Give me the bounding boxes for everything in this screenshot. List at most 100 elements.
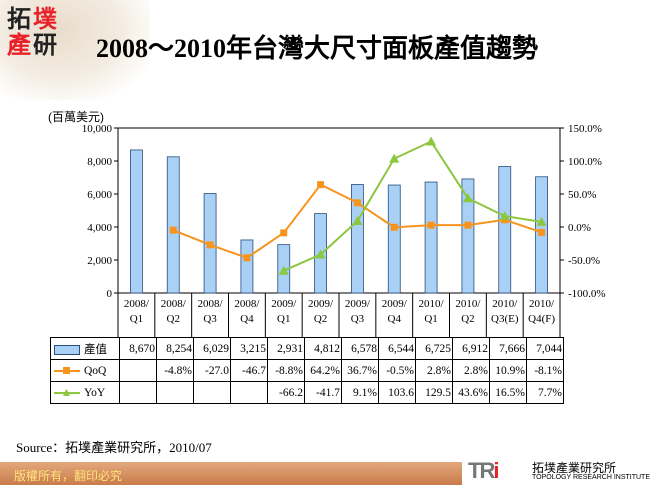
legend-產值: 產值 [50, 337, 120, 360]
table-cell: -4.8% [156, 359, 194, 382]
table-cell: 6,544 [378, 337, 416, 360]
bar-2008/Q4 [240, 239, 254, 294]
table-cell: 3,215 [230, 337, 268, 360]
x-tick-label: 2008/ [124, 298, 150, 310]
QoQ-point [206, 241, 214, 249]
QoQ-point [464, 221, 472, 229]
table-cell: 6,029 [193, 337, 231, 360]
table-cell: -46.7 [230, 359, 268, 382]
table-row: 產值 8,670 8,254 6,029 3,215 2,931 4,812 6,578 6,5… [50, 337, 564, 360]
x-tick-label: 2010/ [529, 298, 555, 310]
table-cell [156, 381, 194, 404]
table-cell: 2,931 [267, 337, 305, 360]
x-tick-label: 2009/ [345, 298, 371, 310]
table-cell: 7.7% [526, 381, 564, 404]
x-tick-label: Q4(F) [528, 313, 555, 325]
y2-tick-label: 100.0% [568, 156, 602, 168]
x-tick-label: Q1 [130, 313, 143, 325]
QoQ-point [317, 181, 325, 189]
table-cell: 7,666 [489, 337, 527, 360]
x-tick-label: 2009/ [271, 298, 297, 310]
bar-2010/Q2 [461, 178, 475, 294]
YoY-point [278, 265, 289, 275]
QoQ-point [353, 199, 361, 207]
source-note: Source：拓墣產業研究所，2010/07 [16, 440, 212, 455]
table-cell: 64.2% [304, 359, 342, 382]
copyright-text: 版權所有，翻印必究 [14, 469, 123, 483]
logo: 拓墣產研 [7, 5, 57, 59]
table-cell: 129.5 [415, 381, 453, 404]
x-tick-label: 2010/ [492, 298, 518, 310]
table-cell: 36.7% [341, 359, 379, 382]
x-tick-label: 2010/ [455, 298, 481, 310]
table-cell [230, 381, 268, 404]
x-tick-label: Q2 [461, 313, 474, 325]
YoY-point [315, 249, 326, 259]
legend-label: QoQ [84, 364, 107, 377]
QoQ-point [243, 254, 251, 262]
table-cell: -27.0 [193, 359, 231, 382]
x-tick-label: Q2 [167, 313, 180, 325]
y2-tick-label: 150.0% [568, 123, 602, 135]
table-cell: 6,912 [452, 337, 490, 360]
QoQ-point [427, 221, 435, 229]
legend-label: YoY [84, 386, 106, 399]
bar-2009/Q4 [387, 184, 401, 294]
y-axis-unit: (百萬美元) [48, 110, 104, 124]
page-title: 2008～2010年台灣大尺寸面板產值趨勢 [96, 34, 539, 63]
x-tick-label: Q1 [424, 313, 437, 325]
background-map [0, 0, 150, 100]
table-cell: 6,725 [415, 337, 453, 360]
legend-line-swatch [54, 388, 80, 396]
table-cell: -41.7 [304, 381, 342, 404]
bar-2008/Q2 [166, 156, 180, 294]
y2-tick-label: -50.0% [568, 255, 600, 267]
YoY-point [389, 153, 400, 163]
table-cell [119, 359, 157, 382]
data-table: 產值 8,670 8,254 6,029 3,215 2,931 4,812 6,578 6,5… [50, 337, 564, 404]
x-tick-label: Q4 [388, 313, 402, 325]
bar-2008/Q1 [130, 149, 143, 294]
x-tick-label: Q1 [277, 313, 290, 325]
table-cell: 9.1% [341, 381, 379, 404]
chart: 0 2,000 4,000 6,000 8,000 10,000 -100.0% -50.0%… [82, 123, 606, 337]
table-cell [193, 381, 231, 404]
table-cell: 8,254 [156, 337, 194, 360]
legend-YoY: YoY [50, 381, 120, 404]
x-tick-label: 2010/ [419, 298, 445, 310]
x-tick-label: 2009/ [308, 298, 334, 310]
table-cell: 103.6 [378, 381, 416, 404]
YoY-point [536, 216, 547, 226]
QoQ-point [280, 229, 288, 237]
YoY-point [462, 193, 473, 203]
y2-tick-label: 0.0% [568, 222, 591, 234]
legend-label: 產值 [84, 343, 107, 356]
table-cell: 2.8% [415, 359, 453, 382]
x-tick-label: 2008/ [234, 298, 260, 310]
table-cell: -0.5% [378, 359, 416, 382]
x-tick-label: Q3 [203, 313, 217, 325]
table-cell: -8.8% [267, 359, 305, 382]
y-tick-label: 8,000 [87, 156, 112, 168]
YoY-line [283, 140, 542, 272]
y-tick-label: 2,000 [87, 255, 112, 267]
table-cell: -8.1% [526, 359, 564, 382]
y-tick-label: 0 [107, 288, 113, 300]
table-row: QoQ -4.8% -27.0 -46.7 -8.8% 64.2% 36.7% -0.5% 2.… [50, 359, 564, 382]
YoY-point [426, 136, 437, 146]
y-tick-label: 4,000 [87, 222, 112, 234]
table-cell: -66.2 [267, 381, 305, 404]
table-cell: 16.5% [489, 381, 527, 404]
y-tick-label: 6,000 [87, 189, 112, 201]
QoQ-point [390, 223, 398, 231]
x-tick-label: 2009/ [382, 298, 408, 310]
table-cell: 4,812 [304, 337, 342, 360]
x-tick-label: Q4 [240, 313, 254, 325]
y2-tick-label: 50.0% [568, 189, 596, 201]
x-tick-label: Q3 [351, 313, 365, 325]
y-tick-label: 10,000 [82, 123, 113, 135]
legend-line-swatch [54, 366, 80, 374]
table-cell [119, 381, 157, 404]
table-cell: 43.6% [452, 381, 490, 404]
table-cell: 10.9% [489, 359, 527, 382]
